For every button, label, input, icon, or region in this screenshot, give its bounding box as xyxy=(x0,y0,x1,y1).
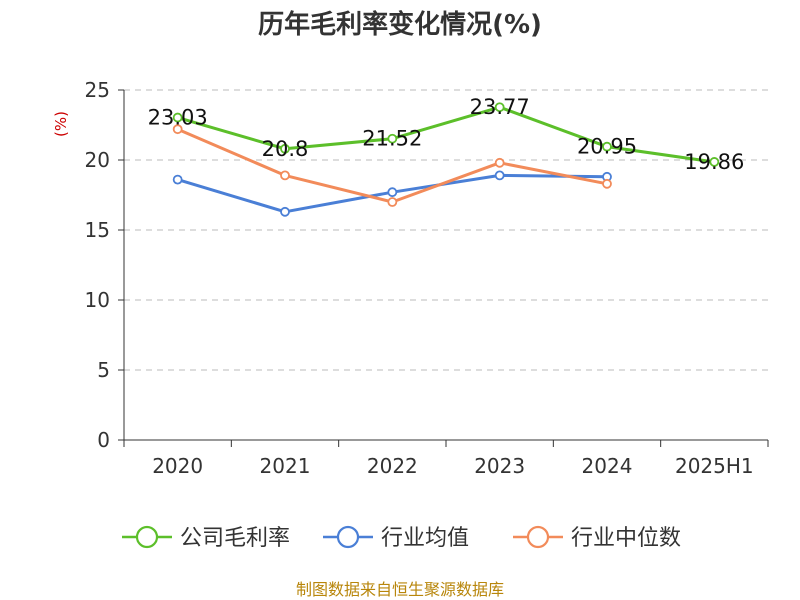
data-label: 20.8 xyxy=(262,137,309,161)
data-point[interactable] xyxy=(172,174,183,185)
legend[interactable]: 公司毛利率 行业均值 行业中位数 xyxy=(122,525,681,551)
data-point[interactable] xyxy=(494,157,505,168)
data-point[interactable] xyxy=(602,141,612,152)
y-tick-label: 5 xyxy=(97,358,110,382)
data-point[interactable] xyxy=(280,170,290,181)
legend-item-2[interactable]: 行业中位数 xyxy=(513,525,681,551)
legend-marker-icon xyxy=(135,525,159,549)
x-tick-label-2025H1: 2025H1 xyxy=(675,454,754,478)
y-tick-label: 15 xyxy=(85,218,110,242)
data-point[interactable] xyxy=(172,112,183,123)
data-point[interactable] xyxy=(494,102,505,113)
y-tick-label: 25 xyxy=(85,78,110,102)
source-note: 制图数据来自恒生聚源数据库 xyxy=(296,580,504,599)
series-line-0 xyxy=(177,105,715,164)
data-label: 23.77 xyxy=(470,95,530,119)
data-label: 19.86 xyxy=(684,150,744,174)
data-point[interactable] xyxy=(280,143,290,154)
x-tick-label-2023: 2023 xyxy=(474,454,525,478)
data-point[interactable] xyxy=(280,206,290,217)
data-labels: 23.03 20.8 21.52 23.77 20.95 19.86 xyxy=(148,95,745,174)
legend-label: 行业中位数 xyxy=(571,526,681,551)
y-tick-label: 0 xyxy=(97,428,110,452)
legend-label: 行业均值 xyxy=(381,526,469,551)
legend-marker-icon xyxy=(336,525,360,549)
data-point[interactable] xyxy=(387,197,398,207)
x-tick-label-2021: 2021 xyxy=(260,454,311,478)
x-tick-label-2020: 2020 xyxy=(152,454,203,478)
series xyxy=(172,102,720,217)
axes: 0 5 10 15 20 25 2020 2021 2022 2023 2024 2025H1 xyxy=(85,78,769,478)
grid xyxy=(124,89,768,371)
chart-title: 历年毛利率变化情况(%) xyxy=(258,9,542,40)
y-tick-label: 20 xyxy=(85,148,110,172)
data-label: 23.03 xyxy=(148,106,208,130)
data-point[interactable] xyxy=(709,157,720,167)
legend-marker-icon xyxy=(526,525,550,549)
data-point[interactable] xyxy=(387,187,398,198)
legend-label: 公司毛利率 xyxy=(180,526,290,551)
x-tick-label-2024: 2024 xyxy=(582,454,633,478)
y-axis-unit-label: (%) xyxy=(52,111,70,137)
legend-item-1[interactable]: 行业均值 xyxy=(323,525,469,551)
data-label: 21.52 xyxy=(362,127,422,151)
y-tick-label: 10 xyxy=(85,288,110,312)
data-label: 20.95 xyxy=(577,135,637,159)
data-point[interactable] xyxy=(387,133,398,144)
data-point[interactable] xyxy=(172,124,183,135)
data-point[interactable] xyxy=(602,178,612,189)
x-tick-label-2022: 2022 xyxy=(367,454,418,478)
data-point[interactable] xyxy=(494,170,505,181)
legend-item-0[interactable]: 公司毛利率 xyxy=(122,525,290,551)
